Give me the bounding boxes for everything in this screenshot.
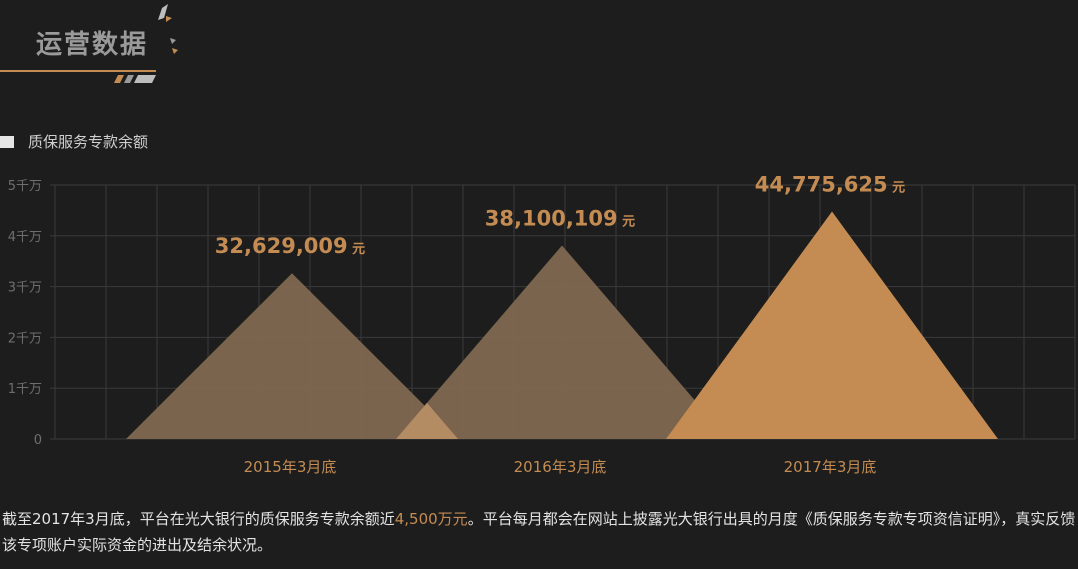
legend-swatch bbox=[0, 135, 14, 148]
description-highlight: 4,500万元 bbox=[394, 510, 468, 528]
peak-triangle bbox=[396, 245, 728, 439]
data-label-value: 32,629,009 bbox=[215, 234, 348, 258]
peak-triangle bbox=[126, 273, 458, 439]
y-tick-label: 4千万 bbox=[8, 230, 42, 245]
data-label: 32,629,009 元 bbox=[215, 234, 365, 258]
corner-decoration-icon bbox=[158, 4, 178, 54]
y-tick-label: 1千万 bbox=[8, 382, 42, 397]
x-tick-label: 2016年3月底 bbox=[514, 458, 607, 476]
description-part1: 截至2017年3月底，平台在光大银行的质保服务专款余额近 bbox=[2, 510, 395, 528]
y-tick-label: 3千万 bbox=[8, 281, 42, 296]
data-label: 44,775,625 元 bbox=[755, 173, 905, 197]
x-tick-label: 2017年3月底 bbox=[784, 458, 877, 476]
stripe-decoration bbox=[114, 75, 156, 83]
data-label-value: 38,100,109 bbox=[485, 206, 618, 230]
section-header: 运营数据 bbox=[0, 0, 200, 90]
data-label-value: 44,775,625 bbox=[755, 173, 888, 197]
legend-label: 质保服务专款余额 bbox=[28, 133, 149, 151]
y-tick-label: 0 bbox=[34, 433, 42, 448]
y-tick-label: 5千万 bbox=[8, 179, 42, 194]
chart-legend: 质保服务专款余额 bbox=[0, 131, 148, 152]
section-title: 运营数据 bbox=[36, 30, 149, 60]
description-part2: 。平台每月都会在网站上披露光大银行出具的月度《质保服务专款专项资信证明》，真实反… bbox=[2, 510, 1076, 554]
data-label-unit: 元 bbox=[888, 181, 906, 196]
data-label: 38,100,109 元 bbox=[485, 206, 635, 230]
data-label-unit: 元 bbox=[618, 214, 636, 229]
y-tick-label: 2千万 bbox=[8, 331, 42, 346]
data-label-unit: 元 bbox=[348, 242, 366, 257]
x-tick-label: 2015年3月底 bbox=[244, 458, 337, 476]
peak-triangle bbox=[666, 211, 998, 439]
title-underline bbox=[0, 70, 156, 72]
triangle-overlap bbox=[396, 402, 458, 439]
description-text: 截至2017年3月底，平台在光大银行的质保服务专款余额近4,500万元。平台每月… bbox=[2, 506, 1076, 558]
